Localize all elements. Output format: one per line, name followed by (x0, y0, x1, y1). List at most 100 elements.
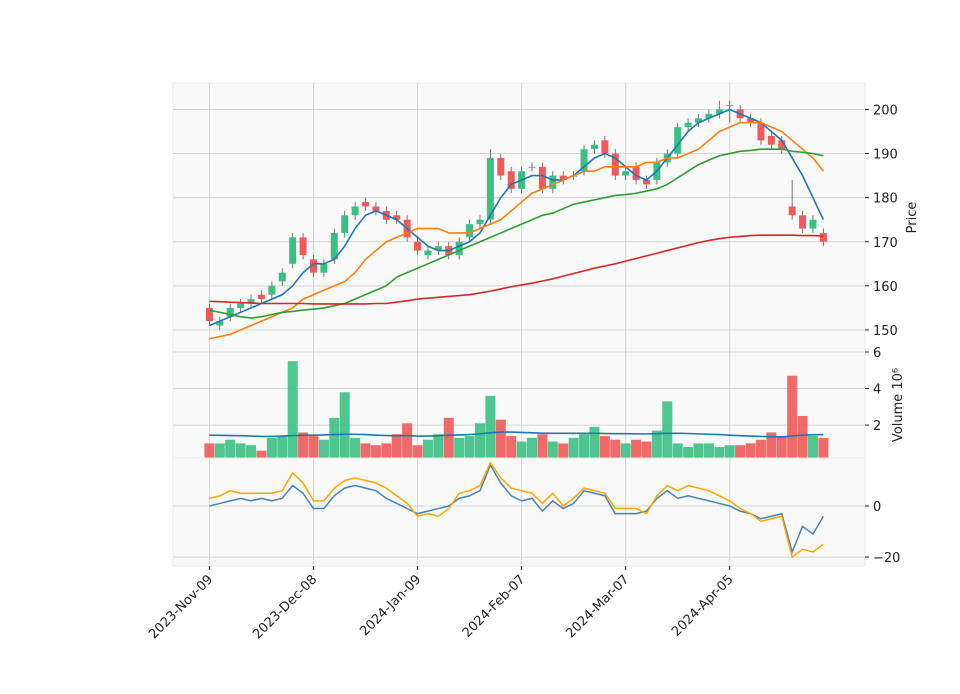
volume-bar (766, 432, 777, 458)
volume-bar (381, 443, 392, 458)
volume-bar (693, 443, 704, 458)
x-tick-label: 2023-Nov-09 (146, 572, 216, 642)
volume-bar (485, 395, 496, 458)
volume-bar (287, 361, 298, 458)
x-tick-label: 2023-Dec-08 (250, 572, 320, 642)
candle-body (393, 215, 401, 220)
candle-body (747, 118, 755, 123)
candle-body (257, 294, 265, 300)
candle-body (788, 206, 796, 216)
volume-bar (589, 426, 600, 458)
candle-body (466, 224, 474, 238)
candle-body (497, 157, 505, 176)
volume-bar (422, 439, 433, 458)
y-tick-label: 2 (873, 419, 881, 434)
candle-body (611, 153, 619, 176)
volume-bar (662, 401, 673, 458)
y-axis-label: Volume 10⁶ (891, 368, 906, 442)
candle-body (320, 263, 328, 273)
candle-body (299, 237, 307, 255)
volume-bar (703, 443, 714, 458)
volume-bar (558, 443, 569, 458)
volume-bar (568, 437, 579, 458)
candle-body (590, 144, 598, 150)
volume-bar (641, 441, 652, 458)
candle-body (601, 140, 609, 154)
volume-bar (579, 434, 590, 458)
volume-bar (807, 436, 818, 458)
y-tick-label: 200 (873, 103, 898, 118)
candle-body (216, 321, 224, 326)
candle-body (268, 285, 276, 295)
volume-bar (308, 436, 319, 458)
volume-bar (402, 423, 413, 458)
candle-body (684, 122, 692, 128)
y-tick-label: 6 (873, 346, 881, 361)
volume-bar (724, 445, 735, 458)
y-tick-label: 150 (873, 324, 898, 339)
candle-body (622, 171, 630, 176)
volume-bar (256, 450, 267, 458)
candle-body (767, 135, 775, 145)
volume-bar (714, 447, 725, 458)
volume-bar (516, 441, 527, 458)
volume-bar (818, 437, 829, 458)
candle-body (705, 113, 713, 119)
volume-bar (547, 441, 558, 458)
x-tick-label: 2024-Mar-07 (563, 572, 632, 641)
moving-average (209, 234, 824, 305)
candle-body (726, 105, 734, 107)
volume-bar (350, 437, 361, 458)
oscillator-line (209, 461, 824, 559)
volume-bar (797, 415, 808, 458)
volume-bar (298, 432, 309, 458)
x-tick-label: 2024-Apr-05 (669, 572, 736, 639)
candle-body (632, 166, 640, 181)
moving-average (209, 148, 824, 319)
volume-bar (599, 436, 610, 458)
candle-body (559, 175, 567, 181)
volume-bar (235, 443, 246, 458)
candle-body (434, 246, 442, 251)
candle-body (455, 241, 463, 255)
candle-body (289, 237, 297, 264)
candle-body (414, 241, 422, 251)
volume-average (209, 431, 824, 438)
candle-body (695, 118, 703, 123)
volume-bar (329, 417, 340, 458)
candle-body (309, 259, 317, 273)
candle-body (778, 140, 786, 150)
candle-body (341, 215, 349, 233)
candle-body (372, 206, 380, 211)
y-tick-label: 180 (873, 192, 898, 207)
volume-bar (454, 437, 465, 458)
x-tick-label: 2024-Feb-07 (460, 572, 529, 641)
volume-bar (537, 434, 548, 458)
volume-bar (225, 439, 236, 458)
volume-bar (495, 419, 506, 458)
candle-body (424, 250, 432, 255)
candle-body (674, 127, 682, 154)
candle-body (549, 175, 557, 189)
volume-bar (204, 443, 215, 458)
volume-bar (277, 436, 288, 458)
candle-body (538, 166, 546, 189)
volume-bar (474, 423, 485, 458)
volume-bar (412, 445, 423, 458)
candle-body (476, 219, 484, 225)
y-axis-label: Price (905, 202, 920, 234)
y-tick-label: 170 (873, 236, 898, 251)
volume-bar (506, 436, 517, 458)
x-tick-label: 2024-Jan-09 (357, 572, 424, 639)
candle-body (486, 157, 494, 220)
y-tick-label: 4 (873, 383, 881, 398)
candle-body (278, 272, 286, 282)
volume-bar (266, 437, 277, 458)
volume-bar (246, 445, 257, 458)
volume-bar (360, 443, 371, 458)
volume-bar (610, 439, 621, 458)
candle-body (237, 303, 245, 308)
y-tick-label: 190 (873, 148, 898, 163)
candle-body (205, 307, 213, 322)
